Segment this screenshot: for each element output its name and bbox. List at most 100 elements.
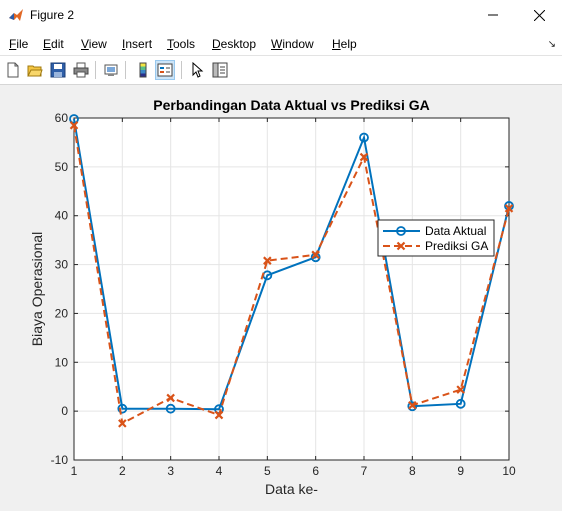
edit-plot-icon — [192, 62, 204, 78]
menu-bar: File Edit View Insert Tools Desktop Wind… — [0, 33, 562, 56]
link-plot-icon — [104, 64, 118, 76]
y-tick-label: 20 — [55, 306, 69, 320]
menu-label-rest: elp — [340, 37, 357, 51]
menu-mnemonic: F — [9, 37, 17, 51]
toolbar-separator — [125, 61, 126, 79]
close-button[interactable] — [516, 0, 562, 30]
x-tick-label: 2 — [119, 464, 126, 478]
data-point-aktual[interactable] — [165, 403, 176, 414]
menu-mnemonic: E — [43, 37, 52, 51]
menu-file[interactable]: File — [9, 37, 28, 51]
menu-mnemonic: W — [271, 37, 283, 51]
data-point-aktual[interactable] — [117, 403, 128, 414]
window-title: Figure 2 — [30, 8, 75, 22]
property-inspector-icon — [212, 62, 228, 78]
legend-marker-x — [396, 241, 406, 251]
data-point-aktual[interactable] — [407, 401, 418, 412]
menu-edit[interactable]: Edit — [43, 37, 64, 51]
property-inspector-button[interactable] — [210, 60, 230, 80]
figure-toolbar — [0, 56, 562, 85]
x-tick-label: 4 — [216, 464, 223, 478]
data-point-aktual[interactable] — [504, 201, 514, 211]
y-tick-label: 0 — [61, 404, 68, 418]
data-point-prediksi[interactable] — [166, 393, 175, 403]
y-axis-label: Biaya Operasional — [29, 232, 45, 346]
print-button[interactable] — [71, 60, 91, 80]
menu-mnemonic: I — [122, 37, 126, 51]
legend-marker-circle — [396, 226, 406, 236]
data-point-prediksi[interactable] — [214, 410, 224, 420]
new-figure-icon — [7, 62, 19, 78]
menu-label-rest: esktop — [220, 37, 257, 51]
link-plot-button[interactable] — [101, 60, 121, 80]
data-point-prediksi[interactable] — [359, 152, 369, 162]
title-bar[interactable]: Figure 2 — [0, 0, 562, 33]
x-tick-label: 1 — [71, 464, 78, 478]
dock-arrow-icon[interactable]: ↘ — [547, 39, 556, 50]
x-tick-label: 7 — [361, 464, 368, 478]
menu-mnemonic: H — [332, 37, 341, 51]
new-figure-button[interactable] — [3, 60, 23, 80]
y-tick-label: 10 — [55, 355, 69, 369]
close-icon — [533, 9, 545, 21]
menu-help[interactable]: Help — [332, 37, 357, 51]
legend-label: Prediksi GA — [425, 239, 488, 253]
menu-label-rest: iew — [88, 37, 107, 51]
data-point-prediksi[interactable] — [408, 401, 417, 410]
minimize-icon — [488, 14, 498, 16]
plot-area[interactable] — [74, 118, 509, 460]
insert-legend-button[interactable] — [155, 60, 175, 80]
data-point-prediksi[interactable] — [456, 385, 465, 394]
y-tick-label: 60 — [55, 111, 69, 125]
line-chart[interactable]: 1 2 3 4 5 6 7 8 9 10 -10 0 10 20 30 40 50 60 Perbandingan … — [0, 85, 562, 506]
menu-desktop[interactable]: Desktop — [212, 37, 256, 51]
y-tick-label: 40 — [55, 209, 69, 223]
x-tick-label: 6 — [312, 464, 319, 478]
axes-box — [73, 117, 510, 461]
data-point-prediksi[interactable] — [69, 121, 79, 130]
x-tick-label: 8 — [409, 464, 416, 478]
x-axis-label: Data ke- — [265, 481, 318, 497]
open-file-icon — [27, 65, 43, 77]
x-tick-label: 10 — [502, 464, 516, 478]
menu-mnemonic: T — [167, 37, 173, 51]
insert-colorbar-button[interactable] — [133, 60, 153, 80]
menu-insert[interactable]: Insert — [122, 37, 152, 51]
series-line-2[interactable] — [73, 125, 510, 425]
x-tick-label: 3 — [167, 464, 174, 478]
legend-label: Data Aktual — [425, 224, 486, 238]
spacer — [469, 0, 515, 30]
data-point-prediksi[interactable] — [118, 419, 127, 428]
figure-canvas[interactable]: 1 2 3 4 5 6 7 8 9 10 -10 0 10 20 30 40 50 60 Perbandingan … — [0, 85, 562, 506]
menu-label-rest: dit — [51, 37, 64, 51]
data-point-aktual[interactable] — [455, 398, 466, 409]
save-button[interactable] — [48, 60, 68, 80]
data-point-prediksi[interactable] — [263, 256, 272, 265]
y-tick-label: 50 — [55, 160, 69, 174]
minimize-button[interactable] — [470, 0, 516, 30]
save-icon — [50, 62, 66, 78]
legend-box[interactable] — [377, 219, 495, 257]
matlab-logo-icon — [9, 9, 23, 21]
menu-tools[interactable]: Tools — [167, 37, 195, 51]
menu-label-rest: indow — [282, 37, 314, 51]
toolbar-separator — [181, 61, 182, 79]
data-point-prediksi[interactable] — [311, 250, 320, 260]
series-line-1[interactable] — [73, 118, 510, 411]
legend-icon — [157, 63, 173, 77]
data-point-prediksi[interactable] — [504, 204, 514, 213]
x-tick-label: 9 — [457, 464, 464, 478]
y-tick-label: -10 — [51, 453, 69, 467]
data-point-aktual[interactable] — [69, 114, 79, 124]
menu-mnemonic: D — [212, 37, 221, 51]
menu-view[interactable]: View — [81, 37, 107, 51]
x-tick-label: 5 — [264, 464, 271, 478]
y-tick-label: 30 — [55, 258, 69, 272]
data-point-aktual[interactable] — [359, 132, 369, 143]
edit-plot-button[interactable] — [187, 60, 207, 80]
menu-label-rest: ools — [173, 37, 196, 51]
toolbar-separator — [95, 61, 96, 79]
menu-window[interactable]: Window — [271, 37, 314, 51]
menu-label-rest: ile — [16, 37, 29, 51]
open-file-button[interactable] — [25, 60, 45, 80]
